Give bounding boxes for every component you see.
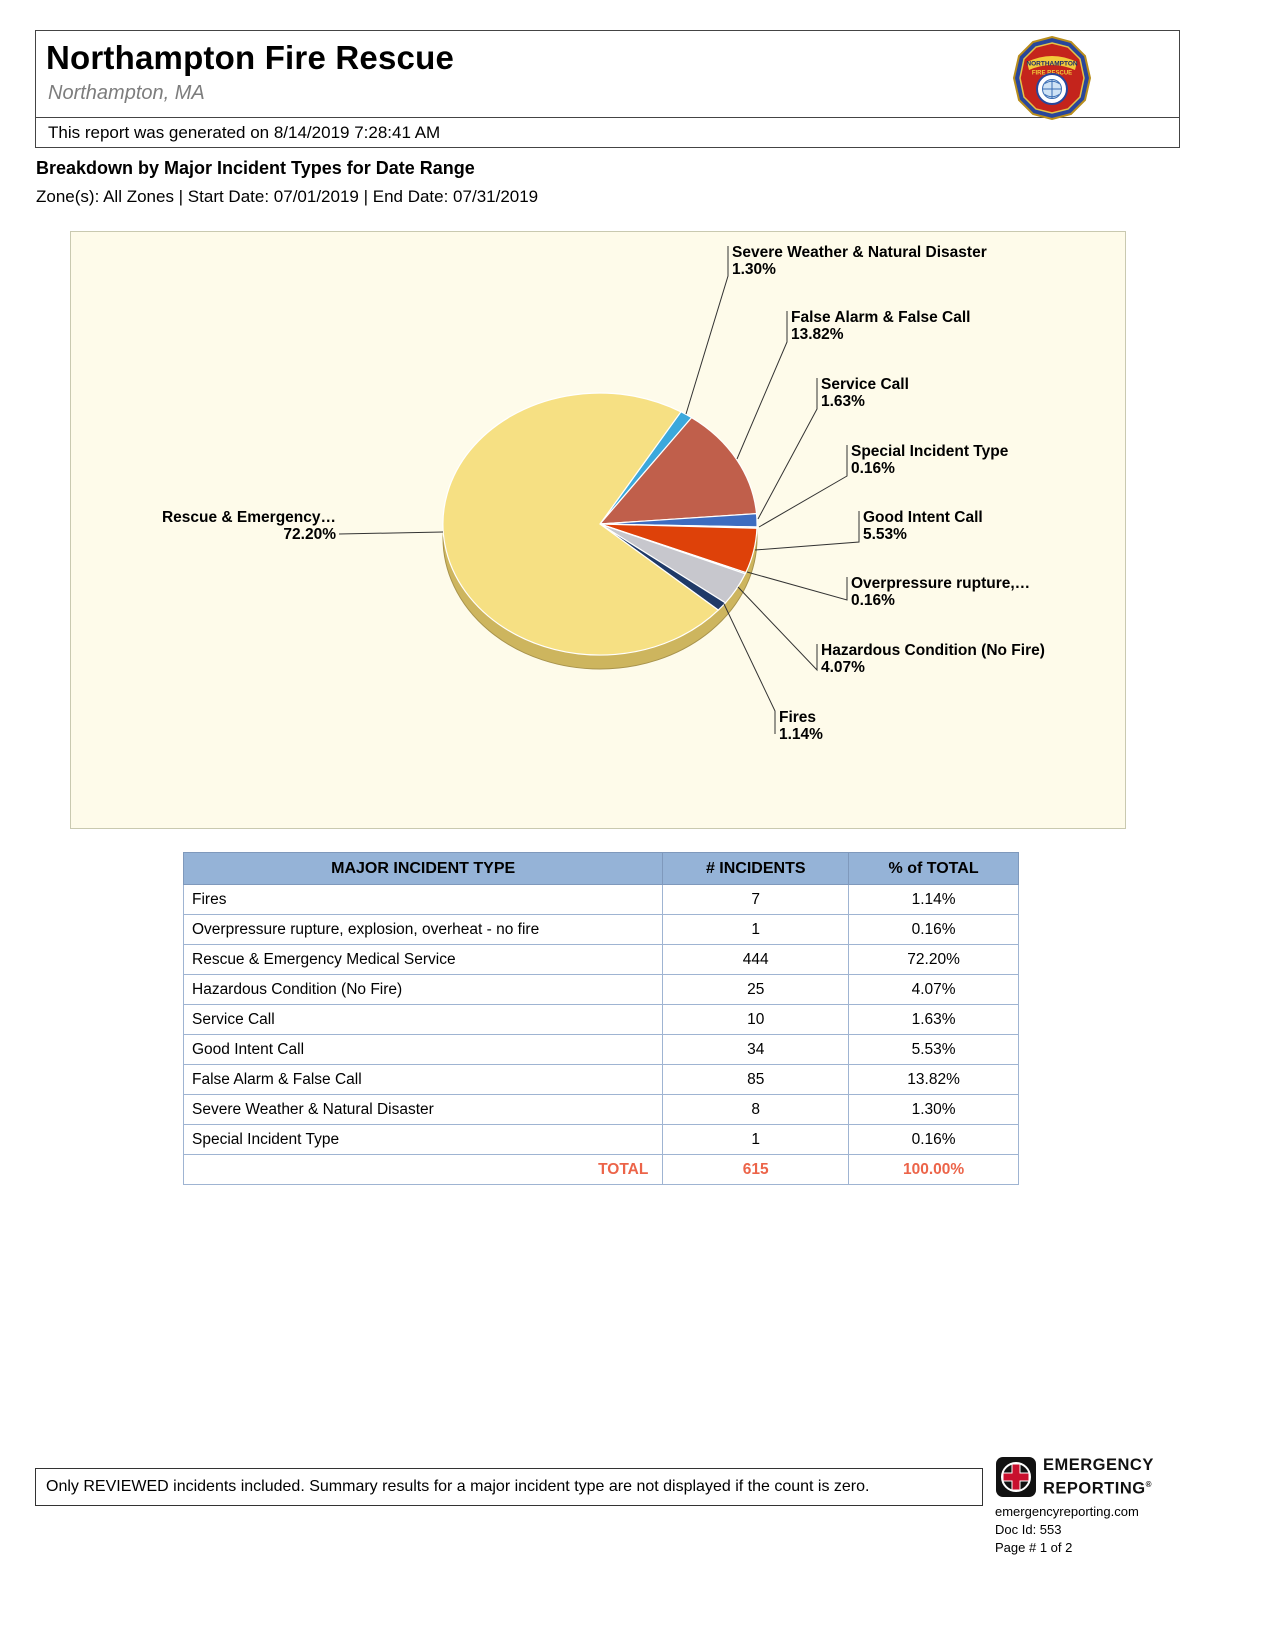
- cell-incident-type: Severe Weather & Natural Disaster: [182, 1094, 664, 1125]
- table-row: Fires 7 1.14%: [182, 884, 1019, 915]
- department-name: Northampton Fire Rescue: [46, 39, 454, 76]
- cell-percent: 0.16%: [848, 1124, 1019, 1155]
- department-location: Northampton, MA: [48, 82, 205, 104]
- report-footnote: Only REVIEWED incidents included. Summar…: [35, 1468, 983, 1506]
- leader-fires: [723, 603, 776, 734]
- leader-hazardous: [737, 586, 818, 672]
- cell-percent: 72.20%: [848, 944, 1019, 975]
- report-title: Breakdown by Major Incident Types for Da…: [36, 158, 475, 178]
- cell-incident-count: 1: [662, 914, 850, 945]
- table-row: Service Call 10 1.63%: [182, 1004, 1019, 1035]
- cell-incident-type: Fires: [182, 884, 664, 915]
- pie-label-special-incident: Special Incident Type 0.16%: [851, 443, 1009, 477]
- cell-incident-count: 8: [662, 1094, 850, 1125]
- registered-mark: ®: [1145, 1480, 1152, 1489]
- cell-incident-type: Overpressure rupture, explosion, overhea…: [182, 914, 664, 945]
- badge-globe-lines: [1042, 79, 1062, 99]
- cell-incident-type: Service Call: [182, 1004, 664, 1035]
- cell-incident-type: False Alarm & False Call: [182, 1064, 664, 1095]
- leader-overpressure: [746, 571, 848, 601]
- red-cross-icon: [1002, 1463, 1030, 1491]
- cell-percent: 5.53%: [848, 1034, 1019, 1065]
- brand-line-1: EMERGENCY: [1043, 1456, 1154, 1474]
- pie-slice-rescue-ems: [442, 392, 720, 656]
- cell-incident-count: 444: [662, 944, 850, 975]
- total-incidents: 615: [662, 1154, 850, 1185]
- total-percent: 100.00%: [848, 1154, 1019, 1185]
- cell-incident-type: Hazardous Condition (No Fire): [182, 974, 664, 1005]
- badge-top-text: NORTHAMPTON: [1026, 61, 1077, 68]
- brand-line-2: REPORTING®: [1043, 1479, 1152, 1498]
- leader-false-alarm: [736, 311, 788, 460]
- cell-incident-count: 34: [662, 1034, 850, 1065]
- leader-rescue: [338, 531, 444, 535]
- leader-special-incident: [758, 445, 848, 528]
- cell-percent: 0.16%: [848, 914, 1019, 945]
- leader-good-intent: [754, 511, 860, 551]
- pie-label-rescue-ems: Rescue & Emergency… 72.20%: [161, 509, 336, 543]
- leader-severe-weather: [685, 246, 729, 415]
- cell-percent: 4.07%: [848, 974, 1019, 1005]
- table-row: Special Incident Type 1 0.16%: [182, 1124, 1019, 1155]
- doc-id: Doc Id: 553: [995, 1521, 1062, 1537]
- cell-incident-count: 85: [662, 1064, 850, 1095]
- table-row: Good Intent Call 34 5.53%: [182, 1034, 1019, 1065]
- pie-label-overpressure: Overpressure rupture,… 0.16%: [851, 575, 1031, 609]
- header-incident-type: MAJOR INCIDENT TYPE: [182, 852, 664, 885]
- cell-percent: 1.63%: [848, 1004, 1019, 1035]
- table-row: False Alarm & False Call 85 13.82%: [182, 1064, 1019, 1095]
- total-label: TOTAL: [182, 1154, 664, 1185]
- pie-label-service-call: Service Call 1.63%: [821, 376, 909, 410]
- table-row: Overpressure rupture, explosion, overhea…: [182, 914, 1019, 945]
- report-filters: Zone(s): All Zones | Start Date: 07/01/2…: [36, 187, 539, 206]
- table-header-row: MAJOR INCIDENT TYPE # INCIDENTS % of TOT…: [182, 852, 1019, 885]
- generated-timestamp: This report was generated on 8/14/2019 7…: [36, 117, 1179, 147]
- cell-incident-count: 10: [662, 1004, 850, 1035]
- table-row: Severe Weather & Natural Disaster 8 1.30%: [182, 1094, 1019, 1125]
- badge-top-banner: [1027, 56, 1077, 70]
- cell-incident-count: 7: [662, 884, 850, 915]
- table-row: Hazardous Condition (No Fire) 25 4.07%: [182, 974, 1019, 1005]
- pie-label-severe-weather: Severe Weather & Natural Disaster 1.30%: [732, 244, 987, 278]
- pie-label-fires: Fires 1.14%: [779, 709, 823, 743]
- cell-percent: 1.14%: [848, 884, 1019, 915]
- department-badge-logo: NORTHAMPTON FIRE RESCUE: [1013, 36, 1091, 120]
- incident-table: MAJOR INCIDENT TYPE # INCIDENTS % of TOT…: [182, 852, 1019, 1185]
- cell-incident-type: Special Incident Type: [182, 1124, 664, 1155]
- pie-label-good-intent: Good Intent Call 5.53%: [863, 509, 983, 543]
- header-percent-total: % of TOTAL: [848, 852, 1019, 885]
- leader-service-call: [757, 378, 818, 520]
- table-row: Rescue & Emergency Medical Service 444 72.…: [182, 944, 1019, 975]
- page-number: Page # 1 of 2: [995, 1539, 1073, 1555]
- header-incident-count: # INCIDENTS: [662, 852, 850, 885]
- table-total-row: TOTAL 615 100.00%: [182, 1154, 1019, 1185]
- cell-incident-type: Good Intent Call: [182, 1034, 664, 1065]
- emergency-reporting-logo-icon: [996, 1457, 1036, 1498]
- pie-label-hazardous: Hazardous Condition (No Fire) 4.07%: [821, 642, 1045, 676]
- pie-label-false-alarm: False Alarm & False Call 13.82%: [791, 309, 971, 343]
- pie-slices: [442, 392, 758, 656]
- report-header: Northampton Fire Rescue Northampton, MA …: [35, 30, 1180, 148]
- cell-incident-count: 25: [662, 974, 850, 1005]
- cell-incident-count: 1: [662, 1124, 850, 1155]
- brand-website: emergencyreporting.com: [995, 1503, 1139, 1519]
- cell-percent: 13.82%: [848, 1064, 1019, 1095]
- pie-slice-false-alarm: [598, 416, 758, 525]
- pie-chart-panel: Severe Weather & Natural Disaster 1.30% …: [70, 231, 1126, 829]
- emergency-reporting-brand: EMERGENCY REPORTING® emergencyreporting.…: [995, 1456, 1205, 1555]
- cell-percent: 1.30%: [848, 1094, 1019, 1125]
- pie-chart: [338, 246, 860, 734]
- leader-lines: [338, 246, 860, 734]
- cell-incident-type: Rescue & Emergency Medical Service: [182, 944, 664, 975]
